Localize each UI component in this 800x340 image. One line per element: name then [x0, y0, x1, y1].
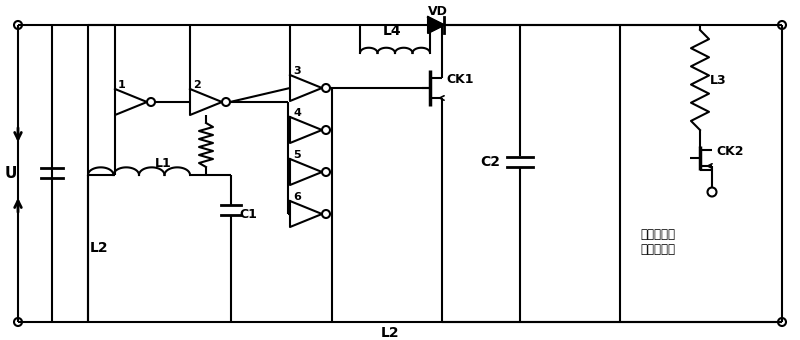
- Text: U: U: [5, 166, 18, 181]
- Text: C2: C2: [480, 155, 500, 169]
- Text: L1: L1: [155, 157, 172, 170]
- Text: L3: L3: [710, 73, 726, 86]
- Text: C1: C1: [239, 208, 257, 221]
- Text: L4: L4: [383, 24, 402, 38]
- Text: VD: VD: [428, 5, 448, 18]
- Text: 5: 5: [293, 150, 301, 160]
- Text: 4: 4: [293, 108, 301, 118]
- Text: 1: 1: [118, 80, 126, 90]
- Text: CK2: CK2: [716, 145, 743, 158]
- Text: 6: 6: [293, 192, 301, 202]
- Text: 2: 2: [193, 80, 201, 90]
- Text: 输出端口，
与电源相连: 输出端口， 与电源相连: [640, 228, 675, 256]
- Text: 3: 3: [293, 66, 301, 76]
- Text: L2: L2: [381, 326, 399, 340]
- Text: CK1: CK1: [446, 73, 474, 86]
- Polygon shape: [428, 17, 444, 33]
- Text: L2: L2: [90, 241, 109, 255]
